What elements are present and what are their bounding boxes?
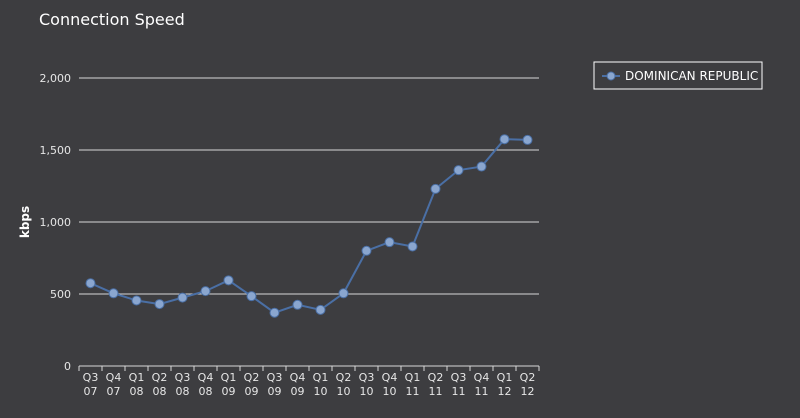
x-tick-label: 12 <box>498 385 512 398</box>
y-ticks: 0 500 1,000 1,500 2,000 <box>40 72 72 373</box>
series-layer <box>85 134 533 318</box>
data-point[interactable] <box>430 183 441 194</box>
x-tick-label: Q1 <box>221 371 237 384</box>
y-tick-label: 0 <box>64 360 71 373</box>
chart-title: Connection Speed <box>39 10 185 29</box>
x-tick-label: Q3 <box>175 371 191 384</box>
y-tick-label: 1,500 <box>40 144 72 157</box>
x-tick-label: 08 <box>153 385 167 398</box>
data-point[interactable] <box>499 134 510 145</box>
x-tick-label: Q4 <box>382 371 398 384</box>
x-tick-label: Q3 <box>267 371 283 384</box>
x-tick-label: Q1 <box>129 371 145 384</box>
data-point[interactable] <box>154 299 165 310</box>
x-tick-label: Q2 <box>336 371 352 384</box>
data-point[interactable] <box>223 275 234 286</box>
x-tick-label: 12 <box>521 385 535 398</box>
x-tick-label: 09 <box>268 385 282 398</box>
x-tick-label: 11 <box>452 385 466 398</box>
data-point[interactable] <box>200 286 211 297</box>
x-tick-label: Q4 <box>198 371 214 384</box>
data-point[interactable] <box>131 295 142 306</box>
x-tick-label: Q1 <box>497 371 513 384</box>
x-tick-label: 10 <box>360 385 374 398</box>
x-tick-label: 10 <box>383 385 397 398</box>
grid-layer <box>79 77 539 367</box>
legend-marker-icon <box>606 71 616 81</box>
x-tick-label: 11 <box>429 385 443 398</box>
x-tick-label: 11 <box>406 385 420 398</box>
x-tick-label: 09 <box>291 385 305 398</box>
data-point[interactable] <box>85 278 96 289</box>
x-tick-label: Q1 <box>313 371 329 384</box>
y-axis-label: kbps <box>18 206 32 238</box>
data-point[interactable] <box>407 241 418 252</box>
x-ticks: Q307Q407Q108Q208Q308Q408Q109Q209Q309Q409… <box>78 365 540 398</box>
legend-box <box>593 61 763 90</box>
x-tick-label: Q1 <box>405 371 421 384</box>
y-tick-label: 500 <box>50 288 71 301</box>
x-tick-label: Q4 <box>290 371 306 384</box>
data-point[interactable] <box>246 291 257 302</box>
legend-label: DOMINICAN REPUBLIC <box>625 69 758 83</box>
y-tick-label: 2,000 <box>40 72 72 85</box>
x-tick-label: Q4 <box>106 371 122 384</box>
x-tick-label: Q3 <box>83 371 99 384</box>
x-tick-label: Q3 <box>359 371 375 384</box>
data-point[interactable] <box>108 288 119 299</box>
x-tick-label: 11 <box>475 385 489 398</box>
x-tick-label: Q2 <box>520 371 536 384</box>
data-point[interactable] <box>361 245 372 256</box>
data-point[interactable] <box>177 292 188 303</box>
data-point[interactable] <box>338 288 349 299</box>
data-point[interactable] <box>453 165 464 176</box>
x-tick-label: 08 <box>176 385 190 398</box>
x-tick-label: Q2 <box>428 371 444 384</box>
x-tick-label: 09 <box>222 385 236 398</box>
x-tick-label: 10 <box>314 385 328 398</box>
data-point[interactable] <box>292 299 303 310</box>
x-tick-label: Q2 <box>244 371 260 384</box>
data-point[interactable] <box>269 307 280 318</box>
data-point[interactable] <box>522 134 533 145</box>
x-tick-label: 08 <box>199 385 213 398</box>
x-tick-label: Q4 <box>474 371 490 384</box>
data-point[interactable] <box>315 304 326 315</box>
data-point[interactable] <box>384 237 395 248</box>
x-tick-label: Q3 <box>451 371 467 384</box>
legend[interactable]: DOMINICAN REPUBLIC <box>593 61 763 90</box>
data-point[interactable] <box>476 161 487 172</box>
x-tick-label: 08 <box>130 385 144 398</box>
x-tick-label: 07 <box>84 385 98 398</box>
series-line <box>90 138 528 314</box>
x-tick-label: 10 <box>337 385 351 398</box>
y-tick-label: 1,000 <box>40 216 72 229</box>
x-tick-label: Q2 <box>152 371 168 384</box>
x-tick-label: 07 <box>107 385 121 398</box>
x-tick-label: 09 <box>245 385 259 398</box>
